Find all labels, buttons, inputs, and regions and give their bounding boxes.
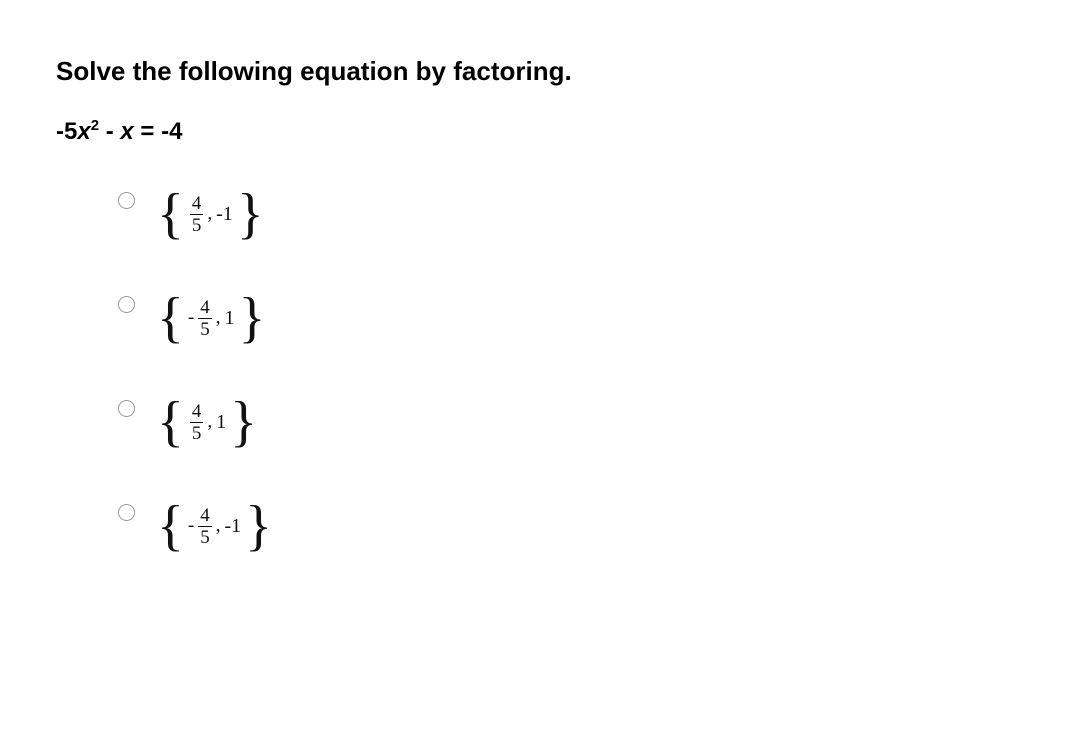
comma: , [216, 307, 221, 339]
option-terms: 4 5 , -1 [184, 194, 237, 235]
fraction: 4 5 [198, 298, 212, 339]
option-expression: { 4 5 , -1 } [157, 186, 264, 242]
left-brace-icon: { [157, 498, 184, 554]
answer-option[interactable]: { 4 5 , -1 } [118, 186, 1072, 242]
fraction-numerator: 4 [198, 298, 212, 319]
minus-sign: - [188, 515, 194, 537]
negative-fraction: - 4 5 [188, 298, 214, 339]
option-terms: - 4 5 , -1 [184, 506, 245, 547]
right-brace-icon: } [245, 498, 272, 554]
second-value: 1 [224, 307, 234, 330]
question-equation: -5x2 - x = -4 [56, 117, 1072, 146]
option-expression: { - 4 5 , 1 } [157, 290, 265, 346]
option-expression: { - 4 5 , -1 } [157, 498, 272, 554]
radio-button[interactable] [118, 296, 135, 313]
radio-button[interactable] [118, 192, 135, 209]
right-brace-icon: } [230, 394, 257, 450]
eq-exponent: 2 [91, 117, 99, 134]
fraction: 4 5 [190, 194, 204, 235]
left-brace-icon: { [157, 290, 184, 346]
fraction-denominator: 5 [192, 423, 202, 443]
eq-coef: -5 [56, 118, 77, 145]
eq-var1: x [77, 118, 90, 145]
radio-button[interactable] [118, 504, 135, 521]
fraction-denominator: 5 [200, 319, 210, 339]
answer-option[interactable]: { 4 5 , 1 } [118, 394, 1072, 450]
fraction-numerator: 4 [190, 194, 204, 215]
second-value: 1 [216, 411, 226, 434]
option-expression: { 4 5 , 1 } [157, 394, 257, 450]
comma: , [207, 203, 212, 235]
fraction-numerator: 4 [198, 506, 212, 527]
comma: , [207, 411, 212, 443]
left-brace-icon: { [157, 186, 184, 242]
option-terms: - 4 5 , 1 [184, 298, 239, 339]
second-value: -1 [216, 203, 233, 226]
radio-button[interactable] [118, 400, 135, 417]
fraction: 4 5 [198, 506, 212, 547]
answer-option[interactable]: { - 4 5 , -1 } [118, 498, 1072, 554]
minus-sign: - [188, 307, 194, 329]
eq-mid: - [99, 118, 120, 145]
right-brace-icon: } [238, 290, 265, 346]
eq-var2: x [120, 118, 133, 145]
question-container: Solve the following equation by factorin… [0, 0, 1072, 554]
answer-option[interactable]: { - 4 5 , 1 } [118, 290, 1072, 346]
option-terms: 4 5 , 1 [184, 402, 230, 443]
eq-rhs: = -4 [134, 118, 183, 145]
fraction: 4 5 [190, 402, 204, 443]
fraction-numerator: 4 [190, 402, 204, 423]
second-value: -1 [224, 515, 241, 538]
fraction-denominator: 5 [200, 527, 210, 547]
left-brace-icon: { [157, 394, 184, 450]
right-brace-icon: } [237, 186, 264, 242]
comma: , [216, 515, 221, 547]
negative-fraction: - 4 5 [188, 506, 214, 547]
question-title: Solve the following equation by factorin… [56, 56, 1072, 87]
fraction-denominator: 5 [192, 215, 202, 235]
answer-options: { 4 5 , -1 } { - [118, 186, 1072, 554]
